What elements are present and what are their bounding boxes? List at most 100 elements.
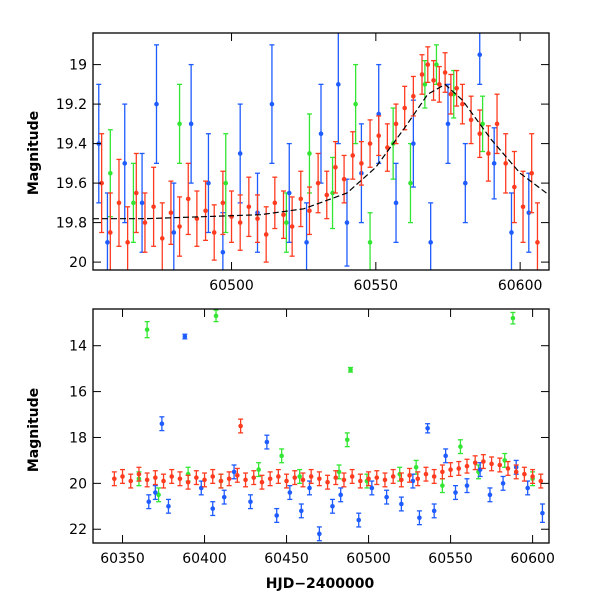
top-data-point-green [480, 121, 485, 127]
bottom-data-point-red [317, 476, 322, 482]
top-data-point-green [108, 170, 113, 176]
top-model-curve [93, 83, 549, 220]
top-data-point-red [255, 216, 260, 221]
bottom-data-point-green [297, 474, 302, 479]
top-data-point-red [142, 220, 148, 225]
top-data-point-red [307, 208, 312, 214]
top-data-point-red [431, 78, 436, 83]
bottom-data-point-blue [166, 503, 171, 509]
bottom-series-red [111, 418, 544, 490]
bottom-data-point-red [251, 475, 257, 480]
bottom-data-point-red [153, 475, 158, 480]
top-data-point-red [151, 204, 156, 210]
bottom-y-tick-label: 14 [69, 339, 87, 355]
bottom-data-point-blue [384, 494, 389, 500]
top-data-point-red [246, 204, 252, 210]
top-data-point-red [350, 153, 356, 158]
bottom-data-point-red [431, 474, 437, 479]
top-data-point-green [434, 62, 439, 67]
bottom-data-point-red [267, 476, 273, 482]
top-data-point-blue [206, 180, 211, 186]
bottom-data-point-red [112, 476, 117, 482]
top-data-point-red [133, 190, 139, 196]
top-data-point-blue [304, 240, 309, 245]
top-data-point-blue [171, 230, 177, 235]
top-data-point-blue [411, 141, 416, 146]
bottom-data-point-red [202, 477, 207, 483]
bottom-data-point-blue [525, 485, 530, 491]
top-data-point-red [512, 184, 517, 190]
bottom-data-point-red [308, 474, 314, 479]
bottom-data-point-red [194, 475, 199, 480]
top-data-point-blue [463, 180, 468, 186]
top-data-point-red [437, 82, 442, 87]
bottom-data-point-red [333, 475, 339, 480]
top-data-point-red [460, 101, 465, 107]
bottom-data-point-blue [299, 508, 304, 514]
bottom-data-point-red [407, 473, 412, 478]
bottom-data-point-blue [307, 485, 312, 491]
bottom-data-point-red [489, 461, 494, 467]
top-x-tick-label: 60500 [209, 278, 254, 294]
bottom-data-point-green [156, 492, 161, 498]
top-data-point-red [298, 196, 304, 202]
bottom-data-point-red [325, 479, 330, 485]
top-data-point-red [494, 121, 500, 127]
bottom-data-point-blue [399, 501, 404, 507]
top-y-tick-label: 19 [69, 58, 87, 74]
top-data-point-blue [509, 230, 514, 235]
bottom-data-point-red [292, 475, 298, 480]
bottom-panel: Magnitude HJD−2400000 60350 60400 60450 605… [26, 308, 555, 592]
bottom-series-blue [146, 333, 545, 542]
top-y-tick-label: 19.2 [56, 97, 87, 113]
bottom-x-tick-label: 60500 [346, 551, 391, 567]
top-plot-area [93, 33, 549, 270]
top-data-point-blue [428, 240, 433, 245]
bottom-data-point-red [300, 477, 306, 483]
top-data-point-red [203, 208, 208, 214]
top-data-point-blue [477, 52, 483, 58]
top-data-point-red [159, 236, 165, 241]
bottom-data-point-blue [146, 499, 152, 505]
top-data-point-red [425, 62, 431, 67]
top-data-point-red [442, 70, 448, 75]
top-data-point-red [529, 170, 534, 176]
top-data-point-red [520, 204, 526, 210]
bottom-data-point-blue [287, 490, 293, 495]
top-data-point-red [315, 180, 321, 186]
bottom-data-point-blue [417, 515, 422, 521]
bottom-data-point-blue [431, 508, 437, 514]
bottom-data-point-blue [274, 513, 280, 518]
bottom-data-point-blue [231, 469, 237, 475]
top-data-point-blue [139, 200, 145, 206]
top-data-point-green [177, 121, 182, 127]
top-data-point-red [237, 220, 243, 225]
top-data-point-red [448, 91, 454, 97]
bottom-data-point-blue [210, 506, 216, 511]
top-y-tick-label: 19.6 [56, 176, 87, 192]
bottom-data-point-red [366, 476, 371, 482]
bottom-x-tick-label: 60450 [264, 551, 309, 567]
bottom-data-point-blue [159, 421, 165, 427]
bottom-data-point-green [344, 437, 350, 443]
bottom-data-point-red [472, 460, 478, 466]
top-data-point-red [535, 240, 540, 245]
top-data-point-green [408, 180, 413, 186]
bottom-data-point-red [440, 469, 445, 475]
top-y-tick-label: 19.4 [56, 137, 87, 153]
top-data-point-red [419, 72, 425, 77]
top-data-point-green [284, 220, 289, 225]
top-data-point-green [367, 240, 373, 245]
bottom-data-point-red [259, 479, 265, 485]
top-data-point-red [468, 117, 474, 123]
bottom-data-point-red [456, 466, 462, 471]
top-data-point-red [272, 200, 278, 206]
bottom-data-point-blue [487, 492, 493, 498]
bottom-data-point-red [530, 474, 535, 479]
bottom-data-point-red [358, 478, 363, 484]
bottom-data-point-green [458, 444, 463, 449]
bottom-data-point-red [538, 478, 544, 484]
bottom-data-point-red [382, 477, 388, 483]
top-data-point-blue [122, 161, 128, 166]
bottom-data-point-green [213, 313, 219, 319]
